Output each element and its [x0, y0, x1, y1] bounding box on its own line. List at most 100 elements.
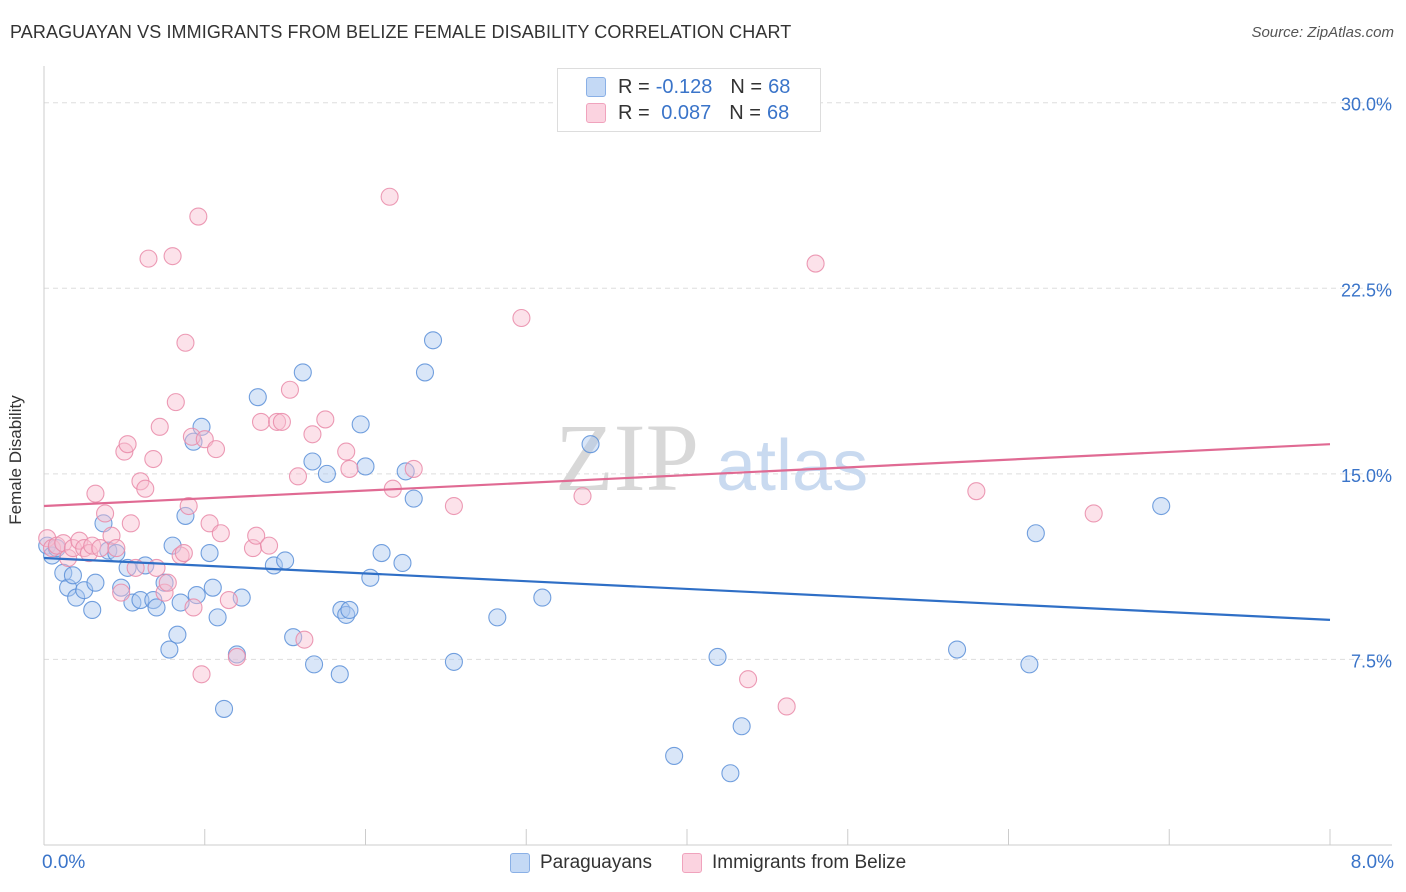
point-belize — [380, 187, 399, 206]
point-belize — [206, 440, 226, 459]
point-belize — [967, 482, 986, 501]
point-belize — [192, 665, 211, 684]
point-paraguayans — [303, 452, 322, 471]
point-paraguayans — [372, 543, 391, 563]
legend-swatch-blue — [510, 853, 530, 873]
point-paraguayans — [533, 588, 552, 607]
point-paraguayans — [732, 717, 751, 736]
point-belize — [163, 247, 182, 266]
point-paraguayans — [1020, 655, 1039, 674]
legend-item-paraguayans: Paraguayans — [510, 852, 652, 874]
point-paraguayans — [276, 551, 295, 570]
point-paraguayans — [444, 652, 463, 671]
point-paraguayans — [147, 598, 166, 617]
point-belize — [136, 479, 155, 498]
source-label: Source: ZipAtlas.com — [1251, 24, 1394, 41]
point-belize — [91, 539, 110, 558]
point-belize — [573, 487, 592, 506]
point-paraguayans — [168, 625, 187, 644]
point-paraguayans — [305, 655, 324, 674]
legend-r-value: 0.087 — [655, 101, 712, 124]
point-belize — [121, 514, 140, 533]
trend-line-paraguayans — [43, 556, 1331, 621]
point-paraguayans — [317, 464, 336, 483]
point-paraguayans — [415, 363, 435, 382]
point-belize — [166, 393, 185, 412]
point-paraguayans — [665, 746, 684, 765]
point-belize — [227, 647, 246, 667]
point-paraguayans — [340, 600, 359, 620]
point-paraguayans — [1026, 524, 1045, 543]
point-paraguayans — [86, 573, 105, 592]
y-tick-labels: 7.5% 15.0% 22.5% 30.0% — [1341, 95, 1392, 672]
point-paraguayans — [351, 415, 370, 434]
point-paraguayans — [393, 553, 412, 572]
point-belize — [512, 308, 531, 328]
y-tick-label: 22.5% — [1341, 280, 1392, 300]
point-paraguayans — [83, 600, 102, 620]
y-tick-label: 30.0% — [1341, 95, 1392, 115]
legend-label-belize: Immigrants from Belize — [711, 852, 907, 873]
point-paraguayans — [708, 647, 727, 667]
x-axis-min-label: 0.0% — [42, 852, 86, 873]
point-paraguayans — [203, 578, 222, 597]
point-belize — [147, 558, 166, 577]
series-belize — [38, 187, 1103, 716]
point-belize — [288, 467, 308, 486]
point-paraguayans — [160, 640, 179, 659]
point-paraguayans — [1152, 496, 1171, 516]
point-belize — [96, 504, 115, 523]
point-paraguayans — [63, 566, 82, 585]
point-belize — [184, 598, 203, 617]
point-belize — [155, 583, 174, 602]
legend-swatch-pink — [681, 853, 702, 873]
watermark: ZIP atlas — [555, 404, 868, 511]
point-belize — [174, 543, 193, 563]
point-belize — [176, 333, 195, 352]
y-tick-label: 15.0% — [1341, 466, 1392, 486]
watermark-zip: ZIP — [555, 404, 699, 511]
point-paraguayans — [361, 568, 380, 587]
point-paraguayans — [948, 640, 967, 659]
legend-n-label: N = — [729, 101, 761, 124]
x-axis-max-label: 8.0% — [1350, 852, 1394, 873]
point-paraguayans — [214, 699, 234, 718]
point-belize — [251, 412, 271, 431]
point-belize — [739, 670, 758, 689]
axes — [43, 66, 1392, 846]
chart-title: PARAGUAYAN VS IMMIGRANTS FROM BELIZE FEM… — [10, 22, 792, 42]
series-paraguayans — [38, 331, 1171, 783]
point-belize — [404, 459, 423, 478]
legend-label-paraguayans: Paraguayans — [540, 852, 652, 873]
point-belize — [337, 442, 356, 461]
point-belize — [280, 380, 299, 399]
point-paraguayans — [200, 543, 219, 563]
legend-swatch-pink — [586, 103, 606, 123]
legend-r-label: R = — [618, 75, 650, 98]
point-belize — [211, 524, 230, 543]
point-paraguayans — [112, 578, 131, 597]
point-paraguayans — [284, 628, 303, 647]
legend-n-value: 68 — [766, 101, 790, 124]
point-paraguayans — [488, 608, 507, 627]
y-tick-label: 7.5% — [1351, 651, 1392, 671]
point-paraguayans — [423, 331, 443, 350]
point-paraguayans — [176, 506, 195, 525]
point-belize — [259, 536, 279, 555]
grid-lines — [44, 102, 1392, 660]
point-paraguayans — [721, 764, 740, 783]
point-belize — [179, 496, 198, 516]
legend-row-paraguayans: R = -0.128 N = 68 — [586, 75, 790, 99]
point-belize — [219, 591, 238, 610]
point-paraguayans — [337, 605, 356, 624]
point-paraguayans — [131, 591, 150, 610]
point-paraguayans — [404, 489, 423, 508]
point-belize — [112, 583, 131, 602]
point-belize — [295, 630, 314, 649]
point-belize — [150, 417, 169, 436]
legend-row-belize: R = 0.087 N = 68 — [586, 101, 789, 125]
legend-swatch-blue — [586, 77, 606, 97]
point-paraguayans — [75, 581, 94, 600]
legend-item-belize: Immigrants from Belize — [681, 852, 907, 874]
